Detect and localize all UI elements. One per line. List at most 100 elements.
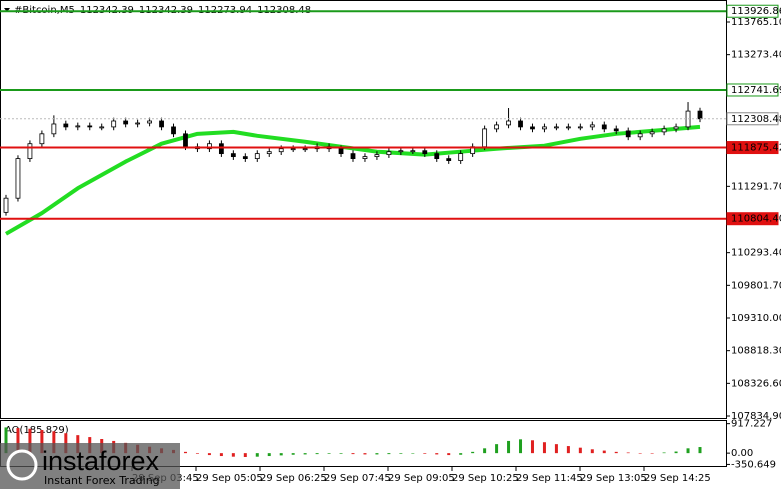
candle-body	[254, 153, 260, 160]
candle-body	[350, 153, 356, 160]
ao-tick-label: 917.227	[731, 419, 772, 430]
candle-body	[625, 130, 631, 138]
ao-bar	[459, 453, 463, 455]
candle-body	[410, 150, 416, 153]
y-tick-label: 110293.40	[731, 248, 781, 259]
candle-body	[422, 150, 428, 155]
ao-bar	[387, 453, 391, 455]
candle-body	[374, 154, 380, 158]
candle-body	[362, 156, 368, 160]
y-tick-label: 109801.70	[731, 280, 781, 291]
candle-body	[51, 123, 57, 135]
current-price-box	[726, 112, 779, 126]
ao-bar	[686, 448, 690, 454]
x-tick-label: 29 Sep 13:05	[580, 473, 647, 484]
candle-body	[542, 126, 547, 130]
candle-body	[506, 120, 511, 126]
candle-body	[159, 120, 164, 128]
ao-tick-label: -350.649	[731, 459, 776, 470]
candle-body	[673, 126, 679, 130]
candle-body	[75, 125, 81, 128]
ao-bar	[507, 440, 511, 454]
ao-bar	[578, 447, 582, 454]
ao-bar	[638, 453, 642, 454]
ao-bar	[602, 450, 606, 454]
header-icon	[4, 8, 10, 12]
level-label: 111875.42	[731, 143, 781, 154]
ao-bar	[40, 430, 44, 454]
ao-bar	[303, 453, 307, 455]
candle-body	[39, 133, 45, 145]
y-tick-label: 108818.30	[731, 346, 781, 357]
ao-title: AO(185.829)	[5, 425, 69, 436]
candle-body	[266, 151, 272, 155]
candle-body	[135, 122, 141, 125]
ao-bar	[243, 453, 247, 457]
candle-body	[386, 151, 392, 156]
ao-bar	[207, 453, 211, 456]
candle-body	[63, 123, 69, 128]
candle-body	[302, 148, 308, 151]
candle-body	[290, 148, 296, 151]
ao-bar	[650, 453, 654, 454]
candle-body	[338, 148, 344, 155]
ao-bar	[483, 448, 487, 454]
candle-body	[601, 124, 607, 130]
y-tick-label: 113765.10	[731, 17, 781, 28]
ao-bar	[231, 453, 235, 457]
level-label: 112741.69	[731, 85, 781, 96]
ao-bar	[411, 453, 415, 454]
x-tick-label: 29 Sep 10:25	[452, 473, 519, 484]
ao-bar	[28, 428, 32, 454]
candle-body	[482, 128, 488, 148]
candle-body	[87, 125, 93, 128]
watermark-tagline: Instant Forex Trading	[44, 474, 160, 487]
candle-body	[661, 128, 667, 133]
plot-frame	[0, 0, 727, 419]
ao-bar	[435, 453, 439, 455]
ao-bar	[255, 453, 259, 457]
level-label-box	[726, 141, 779, 155]
candle-body	[171, 126, 176, 135]
candle-body	[242, 156, 248, 160]
ao-bar	[219, 453, 223, 457]
ao-bar	[566, 446, 570, 454]
level-label-box	[726, 83, 779, 97]
level-label: 110804.40	[731, 214, 781, 225]
x-tick-label: 29 Sep 11:45	[516, 473, 583, 484]
ao-bar	[519, 439, 523, 454]
ao-bar	[52, 431, 56, 454]
ao-bar	[554, 444, 558, 454]
current-price-label: 112308.48	[731, 114, 781, 125]
ao-bar	[195, 453, 199, 454]
level-label-box	[726, 212, 779, 226]
ao-bar	[315, 453, 319, 455]
candle-body	[3, 197, 9, 213]
x-tick-label: 29 Sep 05:05	[196, 473, 263, 484]
x-tick-label: 29 Sep 09:05	[388, 473, 455, 484]
candle-body	[577, 126, 583, 129]
ao-bar	[614, 451, 618, 454]
candle-body	[434, 153, 440, 160]
ao-bar	[495, 444, 499, 454]
watermark-logo	[6, 449, 38, 481]
ao-bar	[662, 452, 666, 454]
candle-body	[530, 126, 535, 130]
level-label: 113926.86	[731, 6, 781, 17]
candle-body	[613, 128, 619, 132]
candle-body	[518, 120, 523, 128]
ao-bar	[16, 428, 20, 454]
ao-bar	[674, 451, 678, 454]
x-tick-label: 29 Sep 07:45	[324, 473, 391, 484]
ao-bar	[375, 453, 379, 455]
y-tick-label: 113273.40	[731, 50, 781, 61]
candle-body	[554, 126, 559, 129]
candle-body	[278, 148, 284, 153]
candle-body	[458, 153, 464, 161]
ao-bar	[698, 447, 702, 454]
candle-body	[218, 143, 224, 155]
ao-bar	[530, 440, 534, 454]
candle-body	[207, 143, 212, 150]
